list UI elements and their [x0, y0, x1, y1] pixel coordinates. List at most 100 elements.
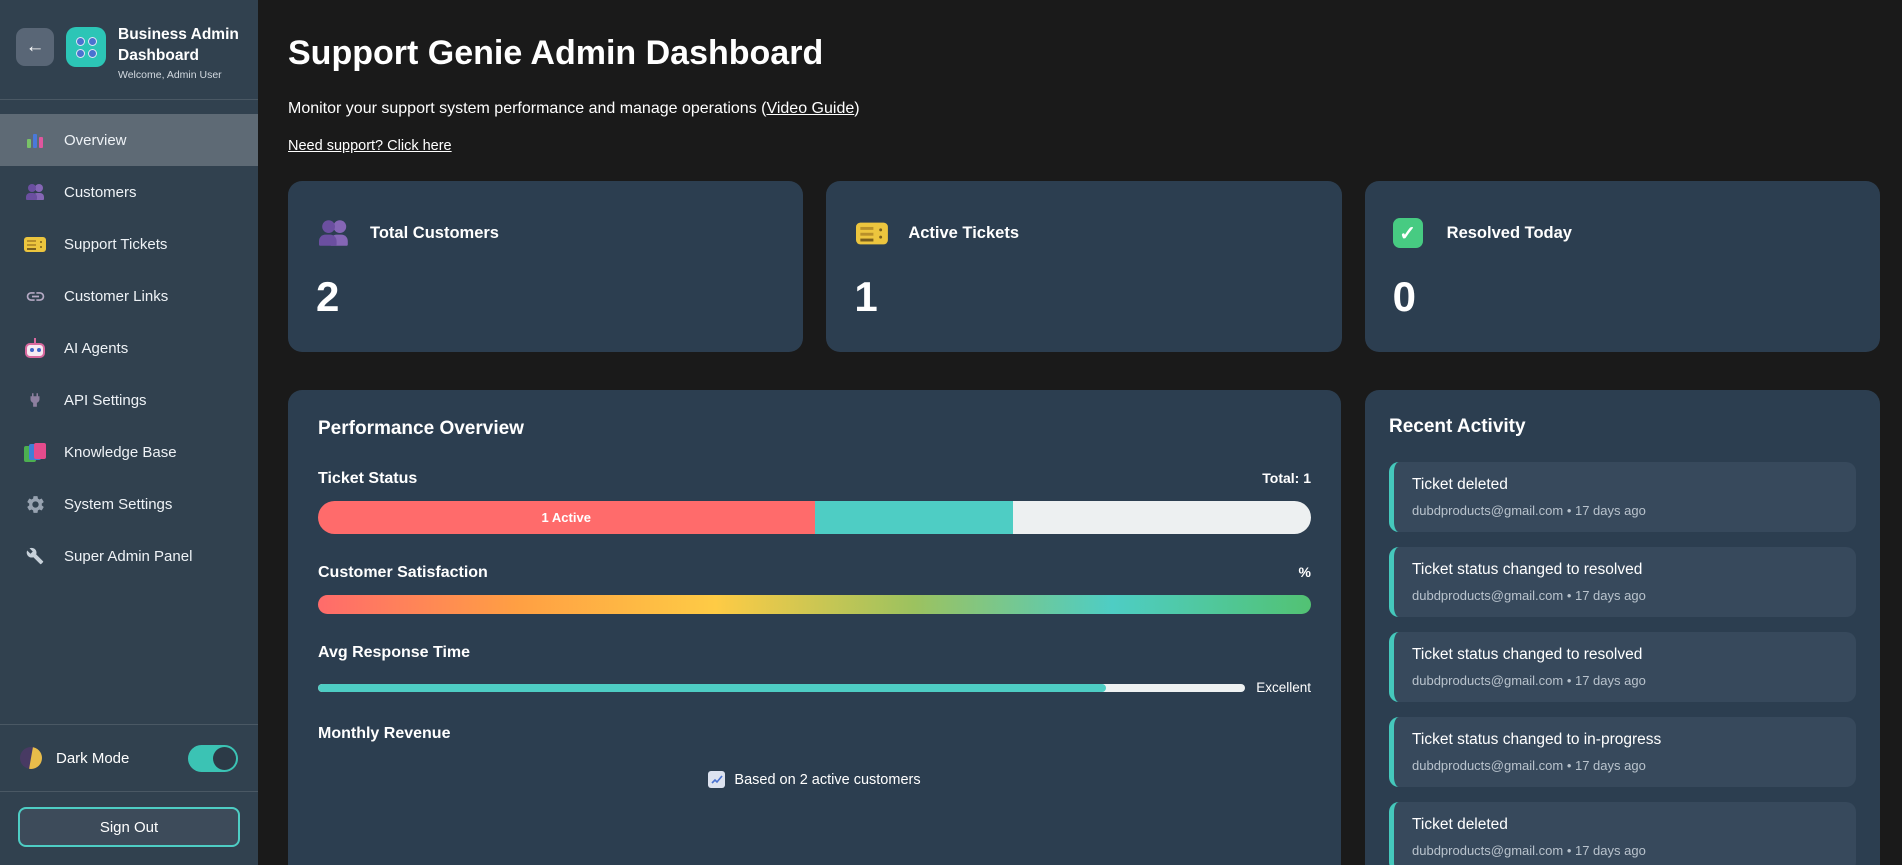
sidebar-item-label: System Settings — [64, 495, 173, 513]
ticket-icon — [856, 222, 889, 244]
ticket-status-metric: Ticket Status Total: 1 1 Active — [318, 470, 1311, 534]
dark-mode-row: Dark Mode — [0, 725, 258, 791]
stat-label: Resolved Today — [1446, 223, 1572, 242]
dark-mode-label: Dark Mode — [56, 749, 130, 767]
sidebar-item-knowledge-base[interactable]: Knowledge Base — [0, 426, 258, 478]
link-icon — [25, 286, 46, 307]
sidebar-item-overview[interactable]: Overview — [0, 114, 258, 166]
sidebar-nav: Overview Customers Support Tickets Customer… — [0, 100, 258, 724]
sidebar-item-api-settings[interactable]: API Settings — [0, 374, 258, 426]
stat-card-resolved-today: ✓ Resolved Today 0 — [1364, 181, 1880, 352]
moon-icon — [20, 747, 42, 769]
sidebar-item-ai-agents[interactable]: AI Agents — [0, 322, 258, 374]
activity-item-meta: dubdproducts@gmail.com • 17 days ago — [1412, 588, 1646, 603]
recent-activity-title: Recent Activity — [1389, 416, 1526, 437]
ticket-total-label: Total: 1 — [1262, 470, 1311, 486]
people-icon — [319, 220, 348, 246]
sidebar-item-customers[interactable]: Customers — [0, 166, 258, 218]
sidebar-footer: Dark Mode Sign Out — [0, 724, 258, 865]
plug-icon — [26, 391, 44, 409]
satisfaction-value: % — [1298, 564, 1311, 580]
bar-chart-icon — [27, 132, 43, 148]
activity-item-meta: dubdproducts@gmail.com • 17 days ago — [1412, 673, 1646, 688]
people-icon — [26, 184, 44, 200]
sidebar-item-customer-links[interactable]: Customer Links — [0, 270, 258, 322]
monthly-revenue-metric: Monthly Revenue Based on 2 active custom… — [318, 725, 1311, 788]
subtitle-suffix: ) — [854, 100, 860, 117]
activity-item-title: Ticket deleted — [1412, 816, 1508, 833]
activity-item-meta: dubdproducts@gmail.com • 17 days ago — [1412, 758, 1646, 773]
response-time-track — [318, 683, 1246, 692]
satisfaction-metric: Customer Satisfaction % — [318, 564, 1311, 614]
page-title: Support Genie Admin Dashboard — [288, 34, 824, 72]
revenue-note: Based on 2 active customers — [318, 771, 1311, 788]
activity-item-title: Ticket status changed to resolved — [1412, 561, 1643, 578]
control-knobs-icon — [75, 36, 97, 58]
activity-item: Ticket deleted dubdproducts@gmail.com • 1… — [1389, 802, 1856, 865]
stats-row: Total Customers 2 Active Tickets 1 ✓ Resolved… — [288, 181, 1880, 352]
monthly-revenue-label: Monthly Revenue — [318, 725, 451, 742]
robot-icon — [25, 342, 45, 358]
dark-mode-toggle[interactable] — [188, 744, 238, 772]
activity-item: Ticket status changed to resolved dubdpro… — [1389, 547, 1856, 617]
app-title: Business Admin Dashboard — [118, 26, 239, 64]
sidebar-item-support-tickets[interactable]: Support Tickets — [0, 218, 258, 270]
page-subtitle: Monitor your support system performance … — [288, 100, 1880, 118]
chart-increasing-icon — [708, 771, 726, 788]
ticket-status-segment — [814, 501, 1014, 534]
sidebar-header: ← Business Admin Dashboard Welcome, Admi… — [0, 0, 258, 100]
satisfaction-bar — [318, 595, 1311, 614]
sidebar: ← Business Admin Dashboard Welcome, Admi… — [0, 0, 258, 865]
sign-out-button[interactable]: Sign Out — [18, 807, 240, 847]
ticket-status-segment: 1 Active — [318, 501, 815, 534]
stat-label: Active Tickets — [908, 223, 1020, 242]
activity-item-meta: dubdproducts@gmail.com • 17 days ago — [1412, 843, 1646, 858]
welcome-text: Welcome, Admin User — [118, 69, 222, 81]
need-support-link[interactable]: Need support? Click here — [288, 138, 452, 154]
check-icon: ✓ — [1392, 218, 1423, 248]
stat-value: 1 — [854, 273, 878, 320]
performance-title: Performance Overview — [318, 418, 524, 439]
activity-item: Ticket status changed to resolved dubdpro… — [1389, 632, 1856, 702]
stat-value: 0 — [1392, 273, 1417, 320]
stat-card-active-tickets: Active Tickets 1 — [826, 181, 1342, 352]
activity-item: Ticket deleted dubdproducts@gmail.com • 1… — [1389, 462, 1856, 532]
sidebar-item-system-settings[interactable]: System Settings — [0, 478, 258, 530]
response-time-metric: Avg Response Time Excellent — [318, 644, 1311, 695]
books-icon — [23, 442, 47, 462]
activity-item-title: Ticket status changed to in-progress — [1412, 731, 1662, 748]
response-time-rating: Excellent — [1256, 680, 1311, 695]
activity-list: Ticket deleted dubdproducts@gmail.com • 1… — [1389, 462, 1856, 865]
stat-label: Total Customers — [370, 223, 499, 242]
activity-item-title: Ticket deleted — [1412, 476, 1508, 493]
wrench-icon — [26, 547, 44, 565]
back-button[interactable]: ← — [16, 28, 54, 66]
recent-activity-panel: Recent Activity Ticket deleted dubdproduc… — [1365, 390, 1880, 865]
activity-item-title: Ticket status changed to resolved — [1412, 646, 1643, 663]
sidebar-item-label: Overview — [64, 131, 127, 149]
stat-value: 2 — [316, 273, 340, 320]
sidebar-item-super-admin-panel[interactable]: Super Admin Panel — [0, 530, 258, 582]
main-content: Support Genie Admin Dashboard Monitor yo… — [258, 0, 1902, 865]
gear-icon — [25, 494, 46, 515]
stat-card-total-customers: Total Customers 2 — [288, 181, 804, 352]
activity-item-meta: dubdproducts@gmail.com • 17 days ago — [1412, 503, 1646, 518]
video-guide-link[interactable]: Video Guide — [766, 100, 855, 117]
sidebar-item-label: Support Tickets — [64, 235, 168, 253]
sidebar-item-label: AI Agents — [64, 339, 129, 357]
toggle-knob — [213, 746, 236, 770]
ticket-icon — [24, 236, 46, 252]
subtitle-text: Monitor your support system performance … — [288, 100, 767, 117]
back-arrow-icon: ← — [25, 36, 45, 57]
satisfaction-label: Customer Satisfaction — [318, 564, 488, 581]
sidebar-item-label: Super Admin Panel — [64, 547, 193, 565]
sidebar-item-label: Customer Links — [64, 287, 169, 305]
sidebar-item-label: API Settings — [64, 391, 147, 409]
app-logo — [66, 27, 106, 67]
ticket-status-segment — [1013, 501, 1311, 534]
response-time-label: Avg Response Time — [318, 644, 471, 661]
sidebar-item-label: Customers — [64, 183, 137, 201]
activity-item: Ticket status changed to in-progress dubd… — [1389, 717, 1856, 787]
ticket-status-bar: 1 Active — [318, 501, 1311, 534]
response-time-fill — [318, 683, 1107, 692]
